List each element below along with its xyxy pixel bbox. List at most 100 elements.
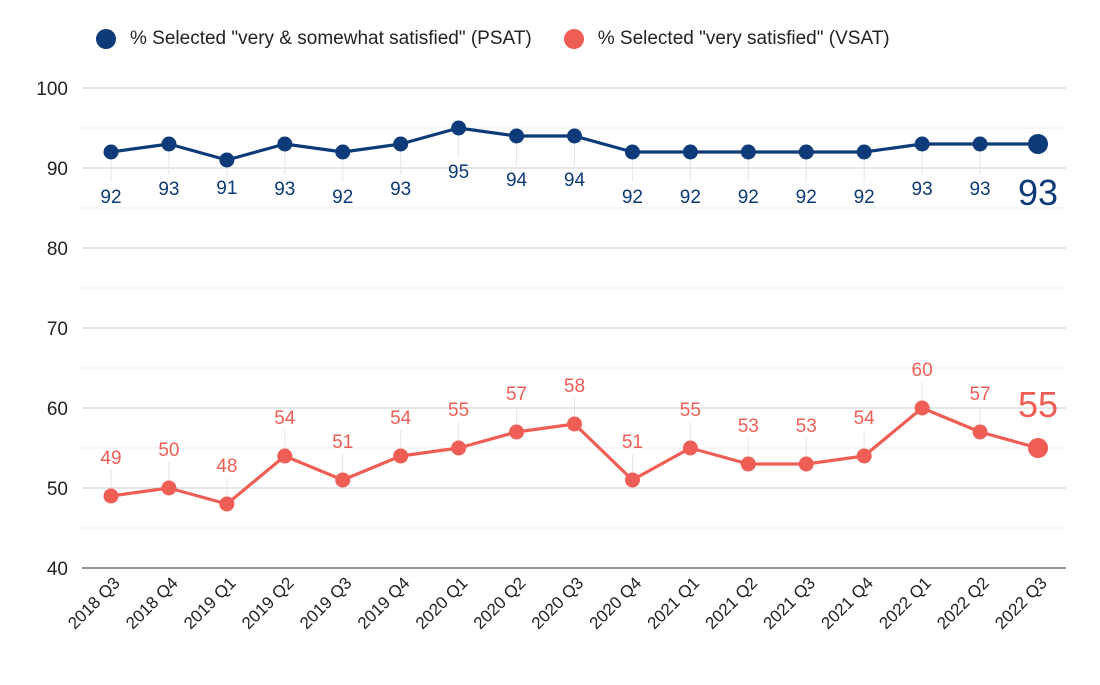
psat-data-label: 92	[622, 187, 643, 208]
psat-data-label: 94	[506, 170, 528, 191]
psat-data-label: 92	[100, 187, 121, 208]
psat-point	[161, 136, 177, 152]
psat-data-label: 95	[448, 162, 469, 183]
vsat-point	[103, 488, 119, 504]
vsat-point	[451, 440, 467, 456]
x-tick-label: 2022 Q2	[933, 573, 993, 633]
vsat-data-label: 54	[854, 408, 876, 429]
vsat-data-label: 60	[912, 360, 933, 381]
vsat-data-label: 57	[506, 384, 527, 405]
psat-data-label: 92	[796, 187, 817, 208]
x-tick-label: 2019 Q4	[354, 573, 414, 633]
psat-point	[856, 144, 872, 160]
vsat-point	[972, 424, 988, 440]
vsat-point	[161, 480, 177, 496]
vsat-data-label: 58	[564, 376, 585, 397]
psat-data-label: 93	[390, 179, 411, 200]
psat-data-label: 92	[738, 187, 759, 208]
psat-data-label: 92	[680, 187, 701, 208]
psat-point	[567, 128, 582, 144]
vsat-data-label: 50	[158, 440, 179, 461]
vsat-point	[567, 416, 582, 432]
vsat-point	[740, 456, 756, 472]
legend-label-psat: % Selected "very & somewhat satisfied" (…	[130, 28, 532, 49]
x-tick-label: 2020 Q1	[412, 573, 472, 633]
psat-data-label: 93	[912, 179, 933, 200]
vsat-data-label: 54	[274, 408, 296, 429]
x-tick-label: 2021 Q3	[760, 573, 820, 633]
y-tick-label: 60	[47, 399, 68, 420]
psat-data-label: 93	[969, 179, 990, 200]
psat-point	[335, 144, 351, 160]
vsat-point	[914, 400, 930, 416]
x-tick-label: 2021 Q2	[702, 573, 762, 633]
vsat-data-label: 53	[738, 416, 759, 437]
x-tick-label: 2020 Q4	[586, 573, 646, 633]
vsat-point	[393, 448, 409, 464]
vsat-data-label: 55	[448, 400, 469, 421]
vsat-data-label: 55	[1018, 384, 1058, 425]
psat-point	[914, 136, 930, 152]
y-tick-label: 100	[36, 79, 68, 100]
vsat-data-label: 51	[622, 432, 643, 453]
psat-data-label: 93	[1018, 172, 1058, 213]
legend-dot-vsat	[563, 29, 584, 49]
psat-point	[393, 136, 409, 152]
psat-data-label: 92	[854, 187, 875, 208]
psat-point	[277, 136, 293, 152]
legend: % Selected "very & somewhat satisfied" (…	[96, 28, 922, 50]
psat-data-label: 94	[564, 170, 586, 191]
x-tick-label: 2019 Q1	[180, 573, 240, 633]
x-tick-label: 2018 Q3	[64, 573, 124, 633]
x-tick-label: 2019 Q3	[296, 573, 356, 633]
psat-point	[624, 144, 640, 160]
legend-item-vsat: % Selected "very satisfied" (VSAT)	[563, 28, 890, 50]
legend-dot-psat	[96, 29, 116, 49]
psat-point	[798, 144, 814, 160]
psat-point	[682, 144, 698, 160]
psat-point	[103, 144, 119, 160]
x-tick-label: 2020 Q2	[470, 573, 530, 633]
x-tick-label: 2020 Q3	[528, 573, 588, 633]
vsat-point	[1028, 438, 1048, 458]
x-tick-label: 2021 Q1	[644, 573, 704, 633]
vsat-data-label: 57	[969, 384, 990, 405]
y-tick-label: 70	[47, 319, 68, 340]
x-tick-label: 2022 Q1	[875, 573, 935, 633]
vsat-data-label: 54	[390, 408, 412, 429]
y-tick-label: 80	[47, 239, 68, 260]
psat-point	[1028, 134, 1048, 154]
psat-point	[740, 144, 756, 160]
psat-data-label: 93	[274, 179, 295, 200]
vsat-data-label: 49	[100, 448, 121, 469]
vsat-point	[798, 456, 814, 472]
vsat-point	[624, 472, 640, 488]
psat-point	[972, 136, 988, 152]
x-tick-label: 2022 Q3	[991, 573, 1051, 633]
psat-point	[451, 120, 467, 136]
vsat-point	[219, 496, 235, 512]
vsat-point	[509, 424, 525, 440]
psat-point	[509, 128, 525, 144]
psat-point	[219, 152, 235, 168]
x-tick-label: 2018 Q4	[122, 573, 182, 633]
vsat-point	[856, 448, 872, 464]
legend-item-psat: % Selected "very & somewhat satisfied" (…	[96, 28, 532, 50]
vsat-point	[335, 472, 351, 488]
psat-data-label: 91	[216, 178, 237, 199]
legend-label-vsat: % Selected "very satisfied" (VSAT)	[597, 28, 890, 49]
y-tick-label: 50	[47, 479, 68, 500]
vsat-point	[277, 448, 293, 464]
vsat-point	[682, 440, 698, 456]
vsat-data-label: 53	[796, 416, 817, 437]
psat-data-label: 92	[332, 187, 353, 208]
y-tick-label: 90	[47, 159, 68, 180]
y-tick-label: 40	[47, 559, 68, 580]
vsat-data-label: 55	[680, 400, 701, 421]
x-tick-label: 2021 Q4	[817, 573, 877, 633]
vsat-data-label: 48	[216, 456, 237, 477]
vsat-data-label: 51	[332, 432, 353, 453]
psat-data-label: 93	[158, 179, 179, 200]
